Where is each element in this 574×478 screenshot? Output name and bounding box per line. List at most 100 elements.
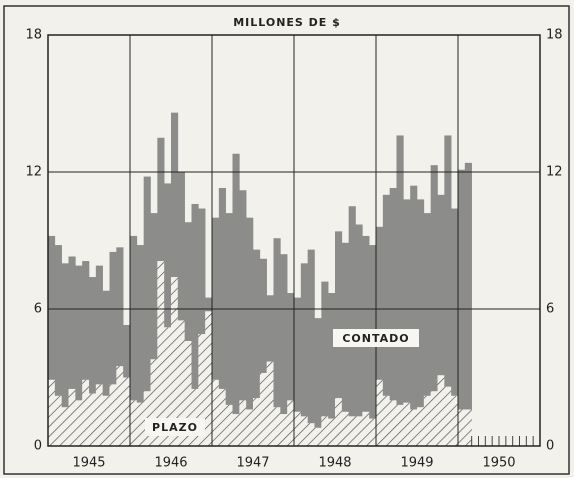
plazo-step <box>362 411 370 446</box>
contado-step <box>109 251 117 385</box>
contado-step <box>307 249 315 424</box>
contado-step <box>191 203 199 389</box>
plazo-step <box>300 416 308 446</box>
plazo-step <box>157 261 165 446</box>
plazo-step <box>253 398 261 446</box>
contado-step <box>437 194 445 376</box>
contado-step <box>75 265 83 401</box>
series-label: CONTADO <box>342 332 409 345</box>
contado-step <box>171 112 179 278</box>
plazo-step <box>355 416 363 446</box>
plazo-step <box>266 361 274 446</box>
contado-step <box>314 318 322 428</box>
x-tick-label: 1946 <box>154 456 187 471</box>
plazo-step <box>396 404 404 446</box>
contado-step <box>177 172 185 321</box>
plazo-step <box>259 372 267 446</box>
contado-step <box>341 242 349 412</box>
plazo-step <box>280 414 288 446</box>
y-tick-label: 6 <box>34 302 42 317</box>
contado-step <box>458 169 466 410</box>
plazo-step <box>458 409 466 446</box>
y-tick-label: 18 <box>25 28 42 43</box>
plazo-step <box>369 418 377 446</box>
contado-step <box>280 254 288 415</box>
frame <box>3 5 570 475</box>
contado-step <box>218 187 226 389</box>
plazo-step <box>109 384 117 446</box>
plazo-step <box>464 409 472 446</box>
plazo-step <box>403 402 411 446</box>
plazo-step <box>307 423 315 446</box>
x-tick-label: 1950 <box>482 456 515 471</box>
plazo-step <box>75 400 83 446</box>
contado-step <box>423 213 431 396</box>
plazo-step <box>218 388 226 446</box>
contado-step <box>355 224 363 417</box>
series-label: PLAZO <box>152 421 198 434</box>
plazo-step <box>116 366 124 446</box>
plazo-step <box>68 388 76 446</box>
contado-step <box>253 249 261 399</box>
contado-step <box>239 190 247 401</box>
contado-step <box>451 208 459 396</box>
plazo-step <box>130 400 138 446</box>
chart-title: MILLONES DE $ <box>233 16 341 29</box>
contado-step <box>430 165 438 392</box>
contado-step <box>362 235 370 412</box>
contado-step <box>403 199 411 403</box>
contado-step <box>376 226 384 380</box>
plazo-step <box>423 395 431 446</box>
plazo-step <box>376 379 384 446</box>
contado-step <box>48 235 56 380</box>
contado-step <box>184 222 192 341</box>
contado-step <box>335 231 343 399</box>
y2-tick-label: 18 <box>546 28 563 43</box>
plazo-step <box>328 418 336 446</box>
contado-step <box>300 263 308 417</box>
plazo-step <box>89 393 97 446</box>
contado-step <box>116 247 124 367</box>
plazo-step <box>451 395 459 446</box>
plazo-step <box>287 400 295 446</box>
series-label-bg <box>333 329 419 347</box>
contado-step <box>82 261 90 380</box>
y2-tick-label: 0 <box>546 439 554 454</box>
plazo-step <box>444 386 452 446</box>
series-label-bg <box>145 418 205 436</box>
x-tick-label: 1948 <box>318 456 351 471</box>
plazo-step <box>430 391 438 446</box>
plazo-step <box>184 340 192 446</box>
contado-step <box>164 183 172 328</box>
contado-step <box>136 245 144 403</box>
contado-step <box>157 137 165 262</box>
contado-step <box>417 199 425 408</box>
contado-step <box>150 213 158 360</box>
plazo-step <box>54 395 62 446</box>
plazo-step <box>239 400 247 446</box>
contado-step <box>389 187 397 401</box>
contado-step <box>348 206 356 417</box>
contado-step <box>328 293 336 419</box>
contado-step <box>287 293 295 401</box>
plazo-step <box>417 407 425 446</box>
contado-step <box>246 217 254 410</box>
plazo-step <box>48 379 56 446</box>
plazo-step <box>437 375 445 446</box>
contado-step <box>95 265 103 385</box>
plazo-step <box>225 404 233 446</box>
plazo-step <box>341 411 349 446</box>
plazo-step <box>136 402 144 446</box>
y2-tick-label: 12 <box>546 165 563 180</box>
contado-step <box>444 135 452 387</box>
contado-step <box>396 135 404 405</box>
y-tick-label: 0 <box>34 439 42 454</box>
plazo-step <box>294 411 302 446</box>
plazo-step <box>191 388 199 446</box>
contado-step <box>294 297 302 412</box>
plazo-step <box>164 327 172 446</box>
contado-step <box>212 217 220 380</box>
plazo-step <box>273 407 281 446</box>
contado-step <box>266 295 274 362</box>
